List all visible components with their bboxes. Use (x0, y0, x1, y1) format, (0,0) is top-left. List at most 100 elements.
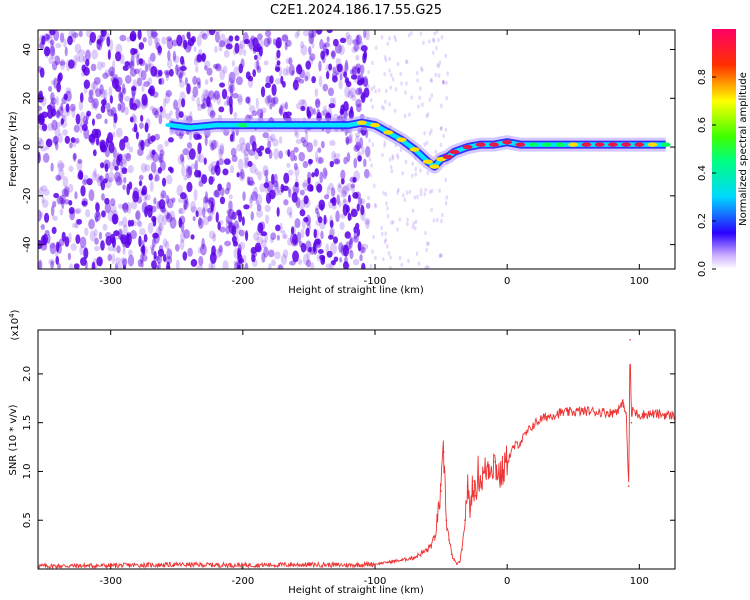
noise-blob (332, 38, 339, 47)
noise-blob (165, 194, 170, 205)
noise-blob (208, 207, 212, 216)
noise-blob (323, 194, 330, 200)
noise-blob (249, 197, 253, 209)
noise-blob (53, 30, 60, 41)
noise-blob (159, 149, 165, 157)
noise-blob (96, 38, 101, 50)
noise-blob (154, 37, 158, 50)
noise-blob (132, 190, 139, 203)
snr-data-point (519, 441, 522, 443)
noise-blob (325, 243, 329, 254)
noise-blob (311, 172, 315, 178)
snr-data-point (585, 410, 588, 412)
noise-blob (360, 204, 365, 216)
noise-blob (279, 105, 284, 116)
noise-blob (115, 85, 122, 92)
noise-blob (396, 190, 400, 195)
snr-data-point (387, 561, 390, 563)
colorbar-tick-label: 0.4 (697, 165, 708, 181)
noise-blob (165, 213, 173, 223)
noise-blob (288, 188, 292, 198)
colorbar-tick-label: 0.6 (697, 117, 708, 133)
noise-blob (195, 65, 199, 73)
noise-blob (41, 123, 48, 132)
noise-blob (427, 265, 430, 269)
noise-blob (367, 195, 370, 201)
spectrogram-ytick-label: 20 (22, 92, 33, 105)
noise-blob (51, 60, 58, 71)
noise-blob (403, 197, 407, 203)
snr-data-point (427, 548, 429, 551)
noise-blob (243, 204, 250, 210)
noise-blob (417, 104, 420, 109)
spectrogram-xtick-label: -100 (364, 276, 387, 287)
noise-blob (81, 124, 88, 132)
noise-blob (292, 184, 300, 195)
noise-blob (229, 103, 233, 115)
noise-blob (152, 217, 157, 227)
noise-blob (183, 174, 188, 181)
noise-blob (253, 232, 259, 241)
noise-blob (71, 222, 78, 228)
noise-blob (350, 106, 354, 115)
noise-blob (100, 30, 105, 36)
noise-blob (233, 247, 240, 259)
noise-blob (251, 110, 258, 117)
noise-blob (229, 85, 234, 98)
noise-blob (40, 185, 48, 192)
noise-blob (82, 115, 88, 126)
noise-blob (297, 63, 302, 72)
noise-blob (161, 205, 166, 214)
noise-blob (238, 241, 246, 250)
spectrogram-ytick-label: 0 (22, 144, 33, 150)
noise-blob (209, 110, 216, 119)
noise-blob (82, 178, 88, 186)
noise-blob (423, 191, 427, 197)
noise-blob (70, 243, 77, 251)
noise-blob (178, 72, 183, 83)
noise-blob (351, 66, 358, 75)
ridge-point (594, 142, 605, 147)
snr-frame (37, 329, 676, 570)
noise-blob (131, 86, 137, 92)
noise-blob (103, 89, 108, 101)
noise-blob (143, 98, 149, 109)
noise-blob (145, 194, 151, 201)
noise-blob (384, 192, 388, 197)
noise-blob (60, 102, 64, 112)
noise-blob (300, 242, 307, 253)
noise-blob (345, 205, 350, 213)
noise-blob (420, 66, 423, 71)
noise-blob (293, 146, 299, 153)
noise-blob (175, 63, 179, 76)
noise-blob (243, 148, 249, 157)
noise-blob (396, 155, 400, 160)
noise-blob (83, 79, 91, 89)
noise-blob (231, 92, 239, 99)
noise-blob (84, 119, 89, 126)
snr-data-point (630, 421, 633, 424)
noise-blob (149, 52, 156, 62)
noise-blob (241, 216, 245, 227)
noise-blob (161, 177, 167, 187)
noise-blob (107, 49, 111, 60)
noise-blob (204, 135, 208, 147)
noise-blob (444, 201, 448, 206)
noise-blob (274, 78, 282, 85)
noise-blob (217, 221, 221, 231)
noise-blob (368, 138, 371, 143)
noise-blob (45, 139, 50, 151)
noise-blob (298, 99, 306, 105)
noise-blob (107, 253, 113, 262)
noise-blob (47, 109, 54, 119)
noise-blob (323, 218, 329, 224)
noise-blob (294, 31, 299, 39)
noise-blob (300, 136, 306, 144)
noise-blob (408, 189, 412, 195)
noise-blob (297, 258, 303, 265)
noise-blob (64, 135, 70, 144)
noise-blob (288, 169, 294, 176)
ridge-point (462, 144, 473, 150)
noise-blob (213, 190, 220, 198)
noise-blob (382, 106, 385, 111)
